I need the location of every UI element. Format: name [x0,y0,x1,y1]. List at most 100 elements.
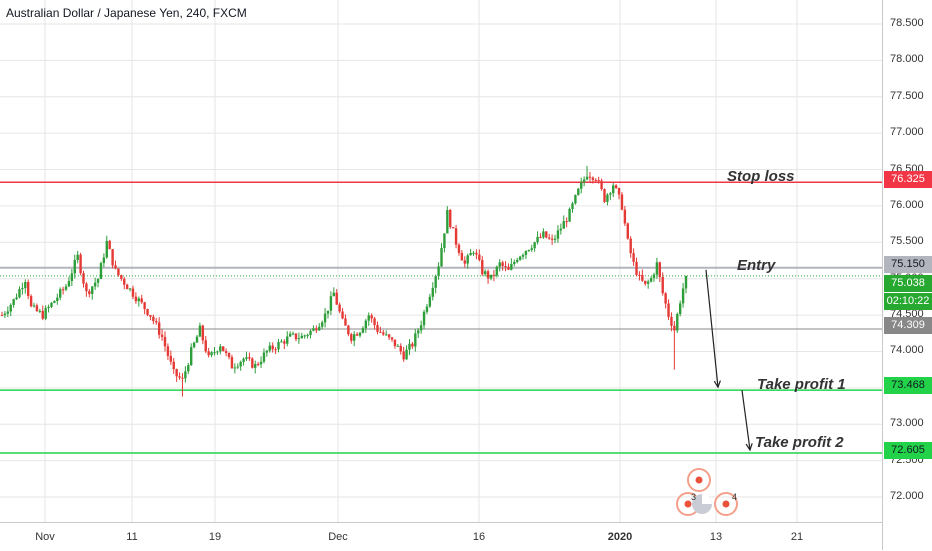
candle-body [594,179,597,181]
candle-body [189,347,193,366]
candle-body [9,304,12,312]
candle-body [288,333,292,337]
candle-body [676,314,679,331]
candle-body [178,376,181,378]
candle-body [175,369,178,377]
candle-body [233,367,237,369]
candle-body [623,209,627,224]
candle-body [504,266,507,268]
price-tick-label: 74.000 [890,344,924,357]
candle-body [181,377,184,379]
bar-countdown-tag: 02:10:22 [884,293,932,310]
candle-body [172,361,175,370]
candle-body [195,336,199,343]
time-tick-label: 2020 [607,531,633,543]
candle-body [35,305,39,312]
candle-body [489,274,493,279]
price-tick-label: 78.000 [890,53,924,66]
candle-body [47,306,50,309]
price-tick-label: 77.500 [890,89,924,102]
candle-body [82,273,85,284]
candle-body [236,366,239,368]
take-profit-1-price-tag: 73.468 [884,377,932,394]
projection-arrows [705,269,753,452]
candle-body [15,297,18,300]
candle-body [460,252,464,261]
candle-body [678,303,682,315]
candle-body [655,262,659,275]
candle-body [446,209,449,234]
candle-body [454,228,458,245]
candle-body [536,236,539,243]
candle-body [169,355,173,362]
candle-body [271,345,274,350]
candle-body [26,282,30,296]
price-tick-label: 76.000 [890,198,924,211]
candle-body [568,208,571,222]
candle-body [661,277,664,294]
candle-body [332,292,336,297]
candle-body [53,300,56,303]
candle-body [341,311,344,319]
candle-body [59,289,62,298]
candle-body [88,291,91,294]
candle-body [481,260,484,275]
candle-body [649,278,653,282]
candle-body [565,221,568,223]
candle-body [609,193,612,195]
candle-body [149,315,152,317]
candle-body [434,276,437,288]
candle-body [0,315,4,317]
candle-body [466,255,469,264]
candle-body [626,223,629,239]
candle-body [12,299,15,305]
candle-body [21,288,24,290]
candle-body [274,349,277,351]
candle-body [638,274,641,276]
candle-body [268,345,271,351]
candle-body [96,278,100,283]
candle-body [486,271,490,279]
candle-body [131,288,135,297]
candle-body [577,188,580,195]
candle-body [111,249,114,266]
candle-body [612,185,615,194]
candle-body [370,315,373,319]
candle-body [38,310,42,312]
candle-body [283,341,286,344]
candle-body [414,333,417,347]
candle-body [582,179,586,183]
candle-body [641,274,644,281]
candle-body [157,322,161,335]
candle-body [475,252,478,255]
candle-body [591,177,595,180]
candle-body [67,280,71,287]
candle-body [367,315,370,321]
candle-body [533,242,536,249]
take-profit-2-label: Take profit 2 [755,434,844,451]
candle-body [658,262,662,278]
price-tick-label: 72.000 [890,490,924,502]
projection-arrow-head [745,443,753,452]
candle-body [524,250,528,255]
candle-body [513,261,516,265]
candle-body [163,336,167,347]
candle-body [251,358,254,368]
candle-body [646,281,650,284]
time-axis[interactable] [0,522,882,551]
candle-body [498,262,501,267]
candle-body [411,343,414,347]
candle-body [352,334,356,341]
candle-body [670,316,673,326]
candle-body [312,328,315,331]
candle-body [364,320,368,329]
candle-body [635,261,638,275]
candle-body [338,304,341,312]
entry-label: Entry [737,257,776,274]
tradingview-logo-icon[interactable]: 3 4 [674,466,744,522]
time-tick-label: 11 [126,531,138,543]
candle-body [390,337,394,340]
candle-body [495,266,499,276]
